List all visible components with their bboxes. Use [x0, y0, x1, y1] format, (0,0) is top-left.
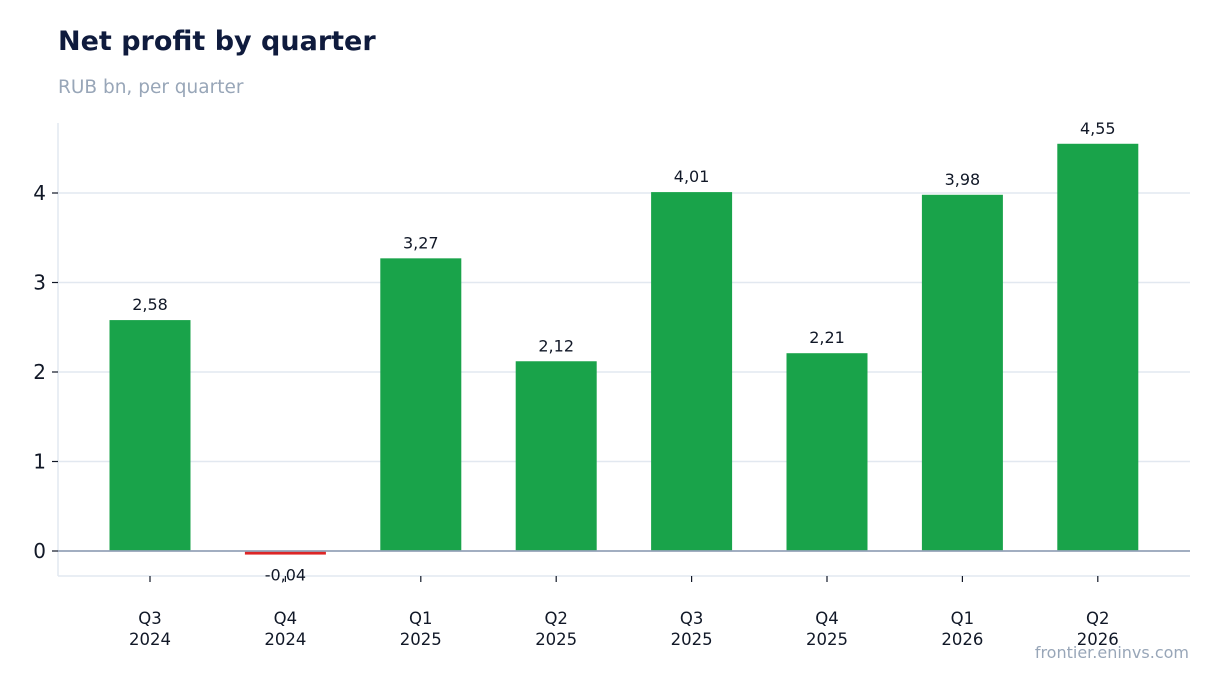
bars	[109, 143, 1139, 555]
data-label: 2,12	[538, 336, 574, 355]
x-tick-label: Q1	[409, 609, 433, 628]
bar	[380, 258, 462, 551]
bar	[921, 194, 1003, 552]
x-tick-label: Q4	[815, 609, 839, 628]
data-label: 2,21	[809, 328, 845, 347]
y-tick-label: 3	[33, 271, 46, 295]
x-tick-label: 2025	[806, 630, 848, 649]
x-tick-label: 2026	[1077, 630, 1119, 649]
x-tick-label: Q4	[274, 609, 298, 628]
x-tick-label: 2024	[129, 630, 171, 649]
y-tick-label: 1	[33, 450, 46, 474]
data-label: 4,01	[674, 167, 710, 186]
data-label: 4,55	[1080, 119, 1116, 138]
x-tick-label: Q2	[1086, 609, 1110, 628]
x-tick-label: 2025	[671, 630, 713, 649]
bar	[786, 353, 868, 551]
x-tick-label: Q1	[951, 609, 975, 628]
data-label: 3,98	[945, 170, 981, 189]
x-tick-label: 2025	[400, 630, 442, 649]
bar	[244, 551, 326, 555]
x-tick-label: 2026	[941, 630, 983, 649]
y-tick-label: 0	[33, 539, 46, 563]
bar	[515, 361, 597, 551]
gridlines	[58, 192, 1190, 463]
bar	[651, 192, 733, 552]
chart-title: Net profit by quarter	[58, 26, 376, 57]
bar	[109, 320, 191, 551]
data-label: 2,58	[132, 295, 168, 314]
data-label: -0,04	[265, 566, 306, 585]
y-tick-label: 4	[33, 181, 46, 205]
source-credit: frontier.eninvs.com	[1034, 643, 1189, 662]
x-tick-label: Q3	[138, 609, 162, 628]
axes	[52, 123, 1190, 582]
x-tick-label: Q2	[544, 609, 568, 628]
chart-subtitle: RUB bn, per quarter	[58, 77, 244, 98]
x-tick-label: Q3	[680, 609, 704, 628]
x-tick-label: 2024	[264, 630, 306, 649]
labels: 0 1 2 3 4 2,58 Q3 2024 -0,04 Q4 2024 3,27 Q1 2025 2,12…	[33, 119, 1119, 649]
x-tick-label: 2025	[535, 630, 577, 649]
data-label: 3,27	[403, 233, 439, 252]
bar	[1057, 143, 1139, 551]
y-tick-label: 2	[33, 360, 46, 384]
